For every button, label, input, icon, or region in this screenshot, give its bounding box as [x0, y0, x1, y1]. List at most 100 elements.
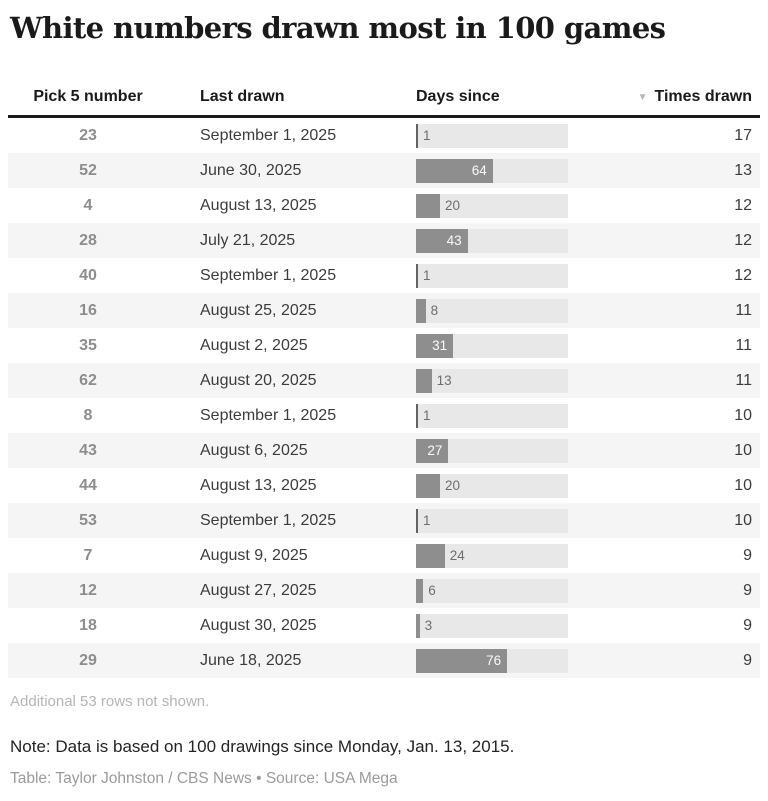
additional-rows-note: Additional 53 rows not shown. [10, 693, 210, 711]
table-row: 29 June 18, 2025 76 9 [8, 643, 760, 679]
table-row: 4 August 13, 2025 20 12 [8, 188, 760, 223]
days-since-cell: 24 [376, 543, 576, 568]
table-row: 16 August 25, 2025 8 11 [8, 293, 760, 329]
last-drawn-value: June 30, 2025 [200, 161, 302, 179]
days-since-value: 1 [423, 127, 431, 143]
days-since-bar-track: 76 [416, 648, 568, 673]
days-since-bar-track: 6 [416, 578, 568, 603]
days-since-value: 43 [446, 232, 462, 248]
pick5-number-value: 53 [79, 511, 97, 529]
pick5-number-value: 43 [79, 441, 97, 459]
pick5-number-value: 23 [79, 126, 97, 144]
last-drawn-value: August 13, 2025 [200, 476, 317, 494]
days-since-value: 27 [427, 442, 443, 458]
days-since-bar [416, 403, 418, 428]
days-since-bar [416, 543, 445, 568]
days-since-cell: 3 [376, 613, 576, 638]
last-drawn-value: August 6, 2025 [200, 441, 308, 459]
days-since-value: 3 [424, 617, 433, 633]
table-body: 23 September 1, 2025 1 17 52 June 30, 20… [8, 118, 760, 679]
sort-descending-icon: ▼ [637, 92, 648, 104]
last-drawn-value: September 1, 2025 [200, 406, 337, 424]
days-since-bar-track: 13 [416, 368, 568, 393]
last-drawn-value: July 21, 2025 [200, 231, 296, 249]
table-row: 18 August 30, 2025 3 9 [8, 608, 760, 643]
days-since-cell: 20 [376, 193, 576, 218]
days-since-value: 64 [471, 162, 487, 178]
times-drawn-value: 9 [743, 581, 752, 599]
pick5-number-value: 44 [79, 476, 97, 494]
days-since-value: 76 [486, 652, 502, 668]
table-row: 28 July 21, 2025 43 12 [8, 223, 760, 259]
table-row: 35 August 2, 2025 31 11 [8, 328, 760, 363]
table-row: 40 September 1, 2025 1 12 [8, 258, 760, 293]
pick5-number-value: 52 [79, 161, 97, 179]
days-since-bar [416, 438, 449, 463]
column-header-times-drawn[interactable]: ▼ Times drawn [576, 88, 760, 106]
pick5-number-value: 29 [79, 651, 97, 669]
times-drawn-value: 12 [734, 196, 752, 214]
data-note: Note: Data is based on 100 drawings sinc… [10, 737, 515, 757]
days-since-bar-track: 20 [416, 473, 568, 498]
last-drawn-value: August 13, 2025 [200, 196, 317, 214]
days-since-cell: 27 [376, 438, 576, 463]
pick5-number-value: 12 [79, 581, 97, 599]
days-since-bar [416, 228, 468, 253]
days-since-value: 31 [432, 337, 448, 353]
times-drawn-value: 9 [743, 651, 752, 669]
pick5-number-value: 40 [79, 266, 97, 284]
days-since-cell: 76 [376, 648, 576, 673]
days-since-cell: 31 [376, 333, 576, 358]
last-drawn-value: August 2, 2025 [200, 336, 308, 354]
times-drawn-value: 10 [734, 476, 752, 494]
times-drawn-value: 11 [735, 301, 752, 319]
column-header-days-since[interactable]: Days since [416, 88, 500, 106]
days-since-bar [416, 508, 418, 533]
column-header-times-drawn-label: Times drawn [654, 88, 752, 106]
table-row: 43 August 6, 2025 27 10 [8, 433, 760, 469]
last-drawn-value: September 1, 2025 [200, 126, 337, 144]
days-since-value: 20 [445, 477, 461, 493]
days-since-bar [416, 158, 493, 183]
times-drawn-value: 9 [743, 616, 752, 634]
pick5-number-value: 8 [83, 406, 93, 424]
days-since-cell: 1 [376, 123, 576, 148]
pick5-number-value: 7 [83, 546, 93, 564]
source-credit: Table: Taylor Johnston / CBS News • Sour… [10, 770, 398, 788]
days-since-cell: 64 [376, 158, 576, 183]
table-row: 23 September 1, 2025 1 17 [8, 118, 760, 153]
days-since-value: 20 [445, 197, 461, 213]
column-header-pick5-number[interactable]: Pick 5 number [33, 88, 143, 106]
days-since-cell: 6 [376, 578, 576, 603]
days-since-bar [416, 193, 440, 218]
days-since-bar [416, 473, 440, 498]
times-drawn-value: 10 [734, 511, 752, 529]
days-since-bar-track: 1 [416, 403, 568, 428]
days-since-cell: 8 [376, 298, 576, 323]
days-since-value: 8 [430, 302, 439, 318]
times-drawn-value: 11 [735, 336, 752, 354]
last-drawn-value: June 18, 2025 [200, 651, 302, 669]
days-since-bar-track: 1 [416, 123, 568, 148]
days-since-value: 1 [423, 267, 431, 283]
times-drawn-value: 10 [734, 441, 752, 459]
days-since-bar-track: 1 [416, 263, 568, 288]
pick5-number-value: 16 [79, 301, 97, 319]
table-row: 12 August 27, 2025 6 9 [8, 573, 760, 609]
table-row: 8 September 1, 2025 1 10 [8, 398, 760, 433]
days-since-bar-track: 24 [416, 543, 568, 568]
days-since-value: 13 [436, 372, 452, 388]
last-drawn-value: August 25, 2025 [200, 301, 317, 319]
last-drawn-value: September 1, 2025 [200, 511, 337, 529]
pick5-number-value: 62 [79, 371, 97, 389]
days-since-bar-track: 1 [416, 508, 568, 533]
last-drawn-value: August 20, 2025 [200, 371, 317, 389]
days-since-bar [416, 298, 426, 323]
days-since-cell: 43 [376, 228, 576, 253]
days-since-bar-track: 64 [416, 158, 568, 183]
times-drawn-value: 13 [734, 161, 752, 179]
days-since-value: 1 [423, 512, 431, 528]
column-header-last-drawn[interactable]: Last drawn [200, 88, 285, 106]
days-since-cell: 20 [376, 473, 576, 498]
